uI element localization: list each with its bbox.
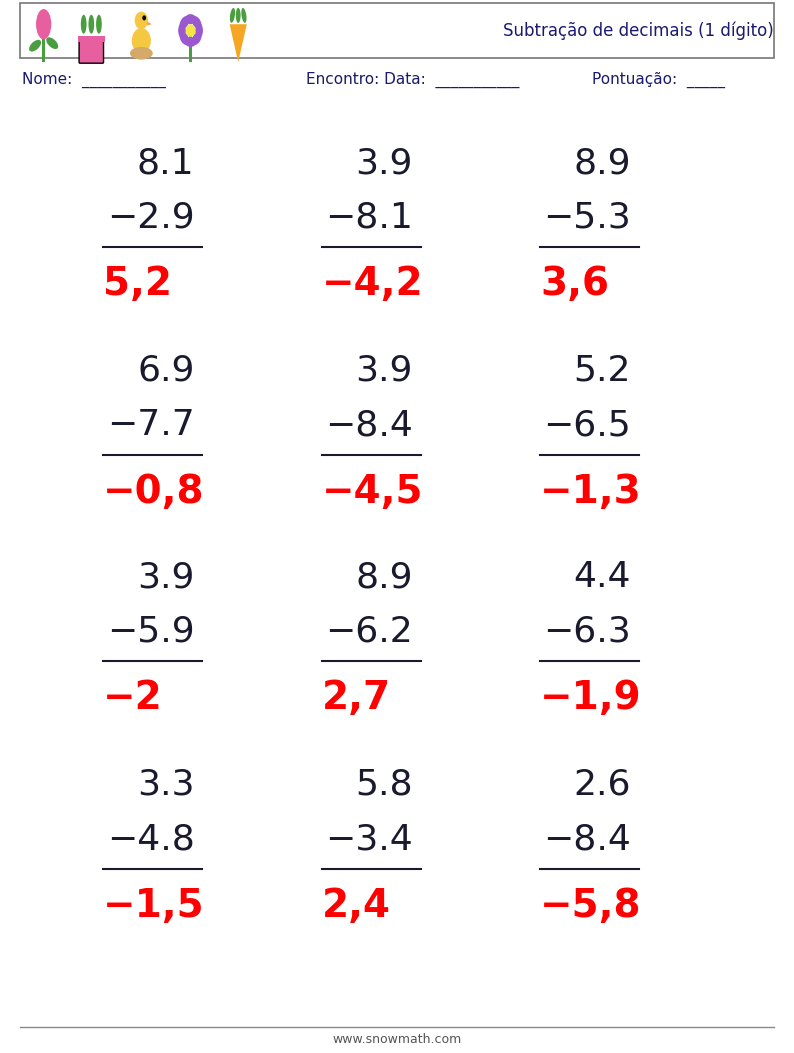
Text: 2,7: 2,7	[322, 679, 391, 717]
Text: −4.8: −4.8	[106, 822, 195, 856]
Circle shape	[186, 24, 195, 37]
Ellipse shape	[179, 33, 189, 45]
Text: −1,3: −1,3	[540, 473, 642, 511]
Ellipse shape	[236, 7, 241, 23]
Text: 3.9: 3.9	[356, 146, 413, 180]
Polygon shape	[229, 24, 247, 62]
Text: −5.9: −5.9	[107, 615, 195, 649]
Text: −5.3: −5.3	[543, 201, 631, 235]
Text: −1,5: −1,5	[103, 887, 205, 925]
Text: 5.8: 5.8	[355, 768, 413, 801]
Text: Encontro: Data:  ___________: Encontro: Data: ___________	[306, 72, 519, 88]
Text: −4,5: −4,5	[322, 473, 423, 511]
Text: −8.4: −8.4	[543, 822, 631, 856]
Text: −2.9: −2.9	[107, 201, 195, 235]
FancyBboxPatch shape	[79, 38, 103, 63]
Circle shape	[142, 16, 146, 20]
Text: 3.9: 3.9	[137, 560, 195, 594]
Text: 2,4: 2,4	[322, 887, 391, 925]
Ellipse shape	[195, 23, 203, 38]
Text: −6.3: −6.3	[543, 615, 631, 649]
Bar	[78, 36, 105, 42]
Text: 5.2: 5.2	[574, 354, 631, 388]
Text: −8.4: −8.4	[325, 409, 413, 442]
Text: www.snowmath.com: www.snowmath.com	[333, 1033, 461, 1046]
Text: Subtração de decimais (1 dígito): Subtração de decimais (1 dígito)	[503, 21, 774, 40]
Ellipse shape	[185, 14, 196, 24]
Text: −3.4: −3.4	[325, 822, 413, 856]
Bar	[189, 35, 192, 62]
Text: Nome:  ___________: Nome: ___________	[22, 72, 166, 88]
Bar	[20, 3, 774, 58]
Text: −1,9: −1,9	[540, 679, 642, 717]
Ellipse shape	[96, 15, 102, 34]
Ellipse shape	[230, 8, 235, 23]
Text: Pontuação:  _____: Pontuação: _____	[592, 72, 725, 88]
Ellipse shape	[241, 8, 246, 23]
Text: 2.6: 2.6	[574, 768, 631, 801]
Text: 3.9: 3.9	[356, 354, 413, 388]
Text: −6.5: −6.5	[543, 409, 631, 442]
Ellipse shape	[130, 47, 152, 60]
Ellipse shape	[81, 15, 87, 34]
Text: −4,2: −4,2	[322, 265, 423, 303]
Text: 8.1: 8.1	[137, 146, 195, 180]
Text: −5,8: −5,8	[540, 887, 642, 925]
Polygon shape	[147, 22, 152, 25]
Text: 8.9: 8.9	[574, 146, 631, 180]
Text: 6.9: 6.9	[137, 354, 195, 388]
Ellipse shape	[135, 12, 148, 29]
Text: 4.4: 4.4	[574, 560, 631, 594]
Text: 3,6: 3,6	[540, 265, 609, 303]
Ellipse shape	[185, 37, 196, 47]
Text: 5,2: 5,2	[103, 265, 172, 303]
Text: −7.7: −7.7	[106, 409, 195, 442]
Text: −0,8: −0,8	[103, 473, 205, 511]
Ellipse shape	[192, 16, 202, 28]
Ellipse shape	[36, 9, 52, 39]
Ellipse shape	[46, 37, 58, 49]
Text: −8.1: −8.1	[325, 201, 413, 235]
Ellipse shape	[132, 28, 151, 54]
Ellipse shape	[88, 15, 94, 34]
Text: −6.2: −6.2	[325, 615, 413, 649]
Bar	[42, 35, 45, 62]
Text: 3.3: 3.3	[137, 768, 195, 801]
Ellipse shape	[179, 16, 189, 28]
Text: 8.9: 8.9	[356, 560, 413, 594]
Ellipse shape	[192, 33, 202, 45]
Ellipse shape	[29, 40, 41, 52]
Text: −2: −2	[103, 679, 163, 717]
Ellipse shape	[178, 23, 186, 38]
